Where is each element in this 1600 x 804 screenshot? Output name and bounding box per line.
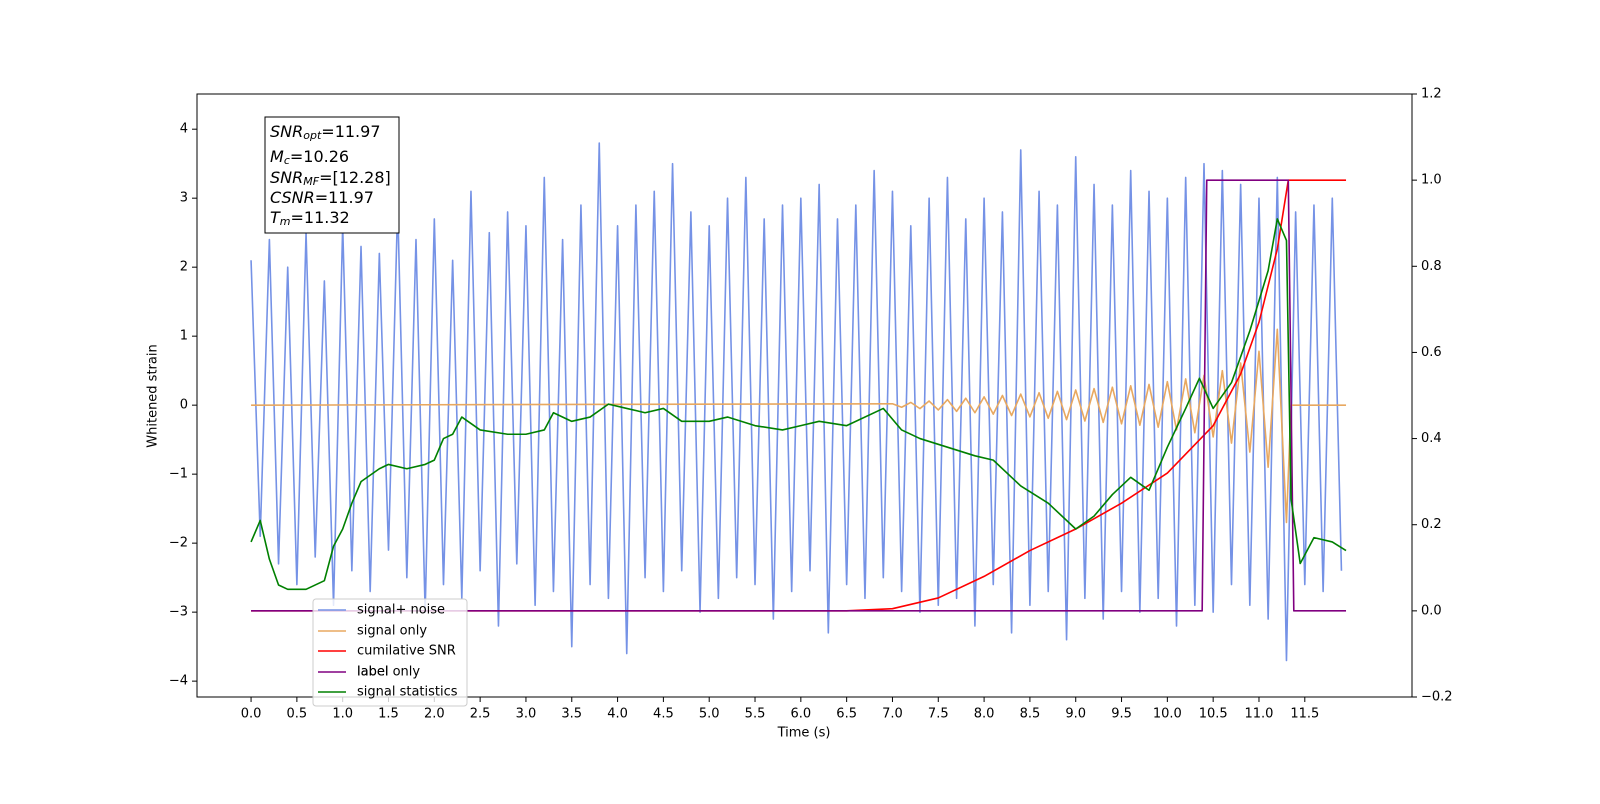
x-tick-label: 3.5 [561,707,582,722]
series-line [250,218,1347,591]
x-tick-label: 0.0 [241,707,262,722]
y-tick-label: −2 [169,536,188,551]
y2-tick-label: −0.2 [1421,690,1453,705]
x-tick-label: 8.5 [1020,707,1041,722]
x-tick-label: 10.5 [1199,707,1228,722]
annotation-box [264,116,400,234]
annotation-rest: =11.32 [291,208,350,227]
annotation: SNRopt=11.97Mc=10.26SNRMF=[12.28]CSNR=11… [264,116,400,234]
x-axis-label: Time (s) [777,726,831,741]
series-line [251,179,1347,612]
y-axis-label: Whitened strain [146,344,161,447]
x-tick-label: 7.5 [928,707,949,722]
annotation-line: SNRMF=[12.28] [270,168,391,189]
annotation-sub: c [284,154,290,167]
annotation-main: SNR [270,122,303,141]
x-tick-label: 6.0 [790,707,811,722]
annotation-main: SNR [270,168,303,187]
y-tick-label: 0 [180,398,188,413]
axes-frame [196,93,1413,698]
x-tick-label: 9.0 [1065,707,1086,722]
annotation-sub: m [280,215,291,228]
x-tick-label: 7.0 [882,707,903,722]
x-tick-label: 1.0 [332,707,353,722]
y-tick-label: −3 [169,605,188,620]
x-tick-label: 10.0 [1153,707,1182,722]
annotation-rest: =[12.28] [319,168,391,187]
annotation-rest: =10.26 [290,147,349,166]
annotation-sub: opt [303,129,322,142]
x-tick-label: 2.5 [470,707,491,722]
legend: label only signal+ noise signal only cumila… [312,598,468,707]
x-tick-label: 11.0 [1245,707,1274,722]
y-tick-label: −4 [169,674,188,689]
legend-label: cumilative SNR [357,644,456,659]
x-tick-label: 3.0 [516,707,537,722]
annotation-line: CSNR=11.97 [270,188,374,207]
annotation-line: SNRopt=11.97 [270,122,381,143]
y2-tick-label: 0.0 [1421,603,1442,618]
x-tick-label: 6.5 [836,707,857,722]
plot-area [250,142,1347,662]
annotation-main: T [270,208,281,227]
y2-tick-label: 0.8 [1421,259,1442,274]
x-tick-label: 5.5 [745,707,766,722]
y2-tick-label: 1.2 [1421,87,1442,102]
y2-tick-label: 1.0 [1421,173,1442,188]
x-tick-label: 11.5 [1290,707,1319,722]
y-tick-label: −1 [169,467,188,482]
annotation-line: Mc=10.26 [270,147,349,168]
y2-tick-label: 0.6 [1421,345,1442,360]
y-tick-label: 1 [180,329,188,344]
legend-label: signal only [357,624,427,639]
annotation-sub: MF [303,175,319,188]
legend-label: label [357,665,388,680]
y-tick-label: 2 [180,260,188,275]
series-line [250,142,1343,662]
x-tick-label: 0.5 [287,707,308,722]
legend-label: signal+ noise [357,603,445,618]
x-tick-label: 8.0 [974,707,995,722]
series-line [251,179,1347,612]
y2-tick-label: 0.2 [1421,517,1442,532]
y2-tick-label: 0.4 [1421,431,1442,446]
x-tick-label: 1.5 [378,707,399,722]
x-tick-label: 4.5 [653,707,674,722]
annotation-line: Tm=11.32 [270,208,350,229]
legend-label-faded: label only [357,665,420,680]
y-tick-label: 3 [180,191,188,206]
x-tick-label: 9.5 [1111,707,1132,722]
annotation-rest: =11.97 [321,122,380,141]
legend-label: signal statistics [357,685,458,700]
series-line [251,328,1347,524]
x-tick-label: 2.0 [424,707,445,722]
annotation-rest: =11.97 [315,188,374,207]
y-tick-label: 4 [180,122,188,137]
x-tick-label: 5.0 [699,707,720,722]
annotation-main: M [270,147,284,166]
legend-box [312,598,468,707]
x-tick-label: 4.0 [607,707,628,722]
annotation-main: CSNR [270,188,315,207]
